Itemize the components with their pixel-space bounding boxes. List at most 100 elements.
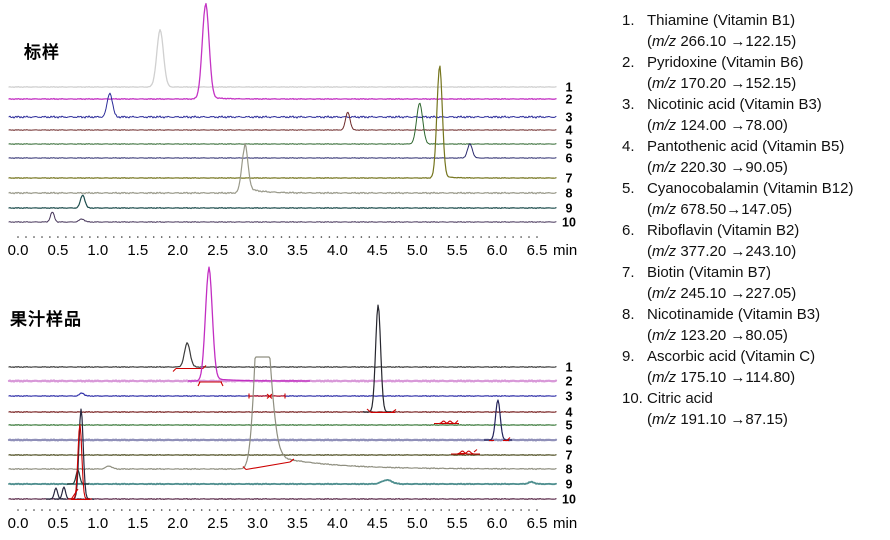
legend-item: 1. Thiamine (Vitamin B1) — [622, 10, 888, 31]
svg-text:5.0: 5.0 — [407, 242, 428, 259]
legend-item-number: 3. — [622, 96, 635, 113]
svg-text:3.0: 3.0 — [247, 242, 268, 259]
legend-item: 6. Riboflavin (Vitamin B2) — [622, 220, 888, 241]
trace-8: 8 — [8, 356, 573, 477]
svg-text:2.0: 2.0 — [167, 242, 188, 259]
svg-text:4: 4 — [566, 124, 573, 138]
svg-text:6: 6 — [566, 434, 573, 448]
svg-text:4.5: 4.5 — [367, 242, 388, 259]
trace-6: 6 — [8, 143, 573, 166]
svg-text:1: 1 — [566, 361, 573, 375]
legend-item: 10. Citric acid — [622, 388, 888, 409]
svg-text:2: 2 — [566, 375, 573, 389]
legend-item-number: 1. — [622, 12, 635, 29]
trace-7: 7 — [8, 449, 573, 463]
svg-text:1.5: 1.5 — [127, 242, 148, 259]
legend-item-number: 8. — [622, 306, 635, 323]
trace-3: 3 — [8, 92, 573, 125]
trace-10: 10 — [8, 408, 576, 507]
standard-sample-panel: 0.0 0.5 1.0 1.5 2.0 2.5 3.0 3.5 4.0 4.5 5.0 5.5 6.0 6… — [8, 2, 577, 259]
legend-mrm-transition: (m/z 175.10 →114.80) — [647, 369, 796, 386]
trace-9: 9 — [8, 194, 573, 216]
svg-text:8: 8 — [566, 187, 573, 201]
svg-text:9: 9 — [566, 202, 573, 216]
legend-mrm-transition: (m/z 377.20 →243.10) — [647, 243, 797, 260]
legend-compound-name: Pyridoxine (Vitamin B6) — [647, 54, 804, 71]
svg-text:4.0: 4.0 — [327, 242, 348, 259]
trace-1: 1 — [8, 342, 573, 375]
svg-text:5: 5 — [566, 419, 573, 433]
trace-4: 4 — [8, 304, 573, 420]
svg-text:7: 7 — [566, 449, 573, 463]
legend-compound-name: Ascorbic acid (Vitamin C) — [647, 348, 816, 365]
standard-panel-title: 标样 — [24, 43, 60, 62]
legend-item: 7. Biotin (Vitamin B7) — [622, 262, 888, 283]
legend-item: 8. Nicotinamide (Vitamin B3) — [622, 304, 888, 325]
svg-text:10: 10 — [562, 216, 576, 230]
svg-text:2: 2 — [566, 93, 573, 107]
svg-text:5.5: 5.5 — [447, 242, 468, 259]
svg-text:3.5: 3.5 — [287, 242, 308, 259]
legend-item: 5. Cyanocobalamin (Vitamin B12) — [622, 178, 888, 199]
legend-compound-name: Thiamine (Vitamin B1) — [647, 12, 796, 29]
legend-compound-name: Nicotinamide (Vitamin B3) — [647, 306, 821, 323]
legend-compound-name: Cyanocobalamin (Vitamin B12) — [647, 180, 854, 197]
trace-10: 10 — [8, 211, 576, 230]
legend-item-number: 9. — [622, 348, 635, 365]
legend-item-number: 2. — [622, 54, 635, 71]
legend-mrm-transition: (m/z 170.20 →152.15) — [647, 75, 797, 92]
svg-text:3: 3 — [566, 390, 573, 404]
trace-7: 7 — [8, 65, 573, 186]
svg-text:3.0: 3.0 — [247, 515, 268, 532]
legend-item: 9. Ascorbic acid (Vitamin C) — [622, 346, 888, 367]
legend-item-number: 4. — [622, 138, 635, 155]
legend-compound-name: Biotin (Vitamin B7) — [647, 264, 771, 281]
trace-5: 5 — [8, 102, 573, 152]
svg-text:6.5: 6.5 — [527, 515, 548, 532]
legend-mrm-transition: (m/z 245.10 →227.05) — [647, 285, 797, 302]
svg-text:4.0: 4.0 — [327, 515, 348, 532]
juice-panel-title: 果汁样品 — [10, 310, 82, 329]
legend-item: 3. Nicotinic acid (Vitamin B3) — [622, 94, 888, 115]
svg-text:2.5: 2.5 — [207, 242, 228, 259]
trace-2: 2 — [8, 2, 573, 107]
trace-9: 9 — [8, 469, 573, 492]
trace-6: 6 — [7, 399, 573, 448]
svg-text:7: 7 — [566, 172, 573, 186]
svg-text:10: 10 — [562, 493, 576, 507]
svg-text:1: 1 — [566, 81, 573, 95]
svg-text:0.5: 0.5 — [47, 515, 68, 532]
svg-text:0.5: 0.5 — [47, 242, 68, 259]
svg-text:2.5: 2.5 — [207, 515, 228, 532]
svg-text:1.0: 1.0 — [87, 242, 108, 259]
svg-text:1.0: 1.0 — [87, 515, 108, 532]
svg-text:3: 3 — [566, 111, 573, 125]
trace-4: 4 — [8, 111, 573, 138]
svg-text:8: 8 — [566, 463, 573, 477]
legend-item-number: 7. — [622, 264, 635, 281]
juice-sample-panel: 0.0 0.5 1.0 1.5 2.0 2.5 3.0 3.5 4.0 4.5 5.0 5.5 6.0 6… — [7, 266, 577, 532]
trace-2: 2 — [7, 266, 573, 389]
svg-text:min: min — [553, 515, 577, 532]
trace-1: 1 — [8, 29, 573, 95]
trace-3: 3 — [8, 390, 573, 404]
svg-text:4: 4 — [566, 406, 573, 420]
svg-text:2.0: 2.0 — [167, 515, 188, 532]
legend-item-number: 6. — [622, 222, 635, 239]
legend-compound-name: Nicotinic acid (Vitamin B3) — [647, 96, 822, 113]
svg-text:0.0: 0.0 — [8, 242, 29, 259]
svg-text:6: 6 — [566, 152, 573, 166]
legend-item-number: 10. — [622, 390, 643, 407]
svg-text:5.0: 5.0 — [407, 515, 428, 532]
legend-item: 4. Pantothenic acid (Vitamin B5) — [622, 136, 888, 157]
legend-compound-name: Riboflavin (Vitamin B2) — [647, 222, 800, 239]
svg-text:0.0: 0.0 — [8, 515, 29, 532]
legend-mrm-transition: (m/z 191.10 →87.15) — [647, 411, 788, 428]
svg-text:3.5: 3.5 — [287, 515, 308, 532]
svg-text:5: 5 — [566, 138, 573, 152]
legend-mrm-transition: (m/z 124.00 →78.00) — [647, 117, 788, 134]
svg-text:6.0: 6.0 — [487, 515, 508, 532]
svg-text:4.5: 4.5 — [367, 515, 388, 532]
compound-legend: 1. Thiamine (Vitamin B1) (m/z 266.10 →122.… — [622, 10, 888, 430]
